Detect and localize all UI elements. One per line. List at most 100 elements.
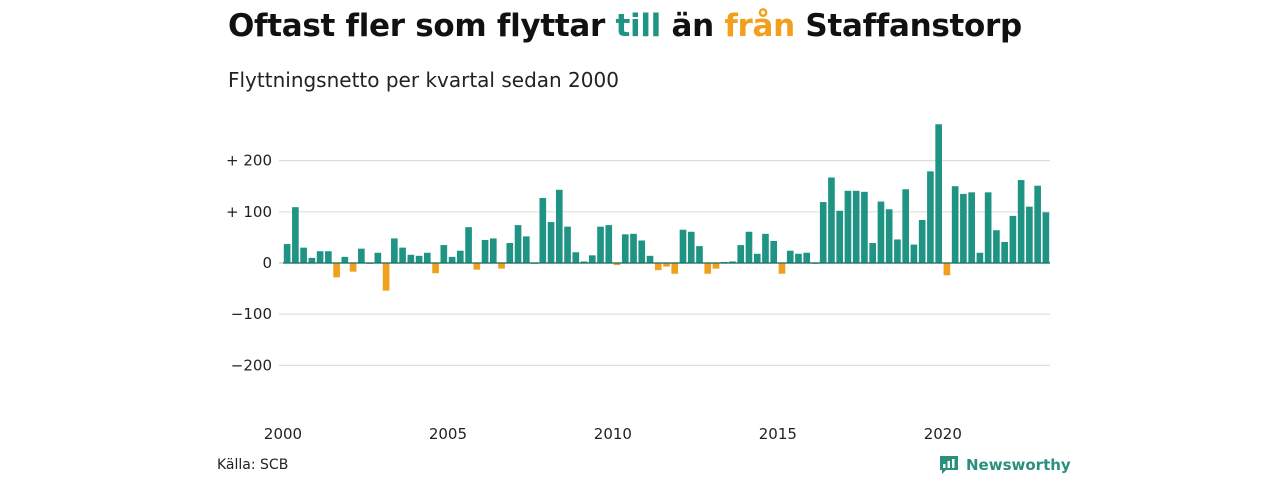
bar	[1034, 185, 1041, 263]
x-tick-label: 2000	[264, 425, 302, 443]
bar-series	[283, 124, 1050, 291]
bar	[993, 230, 1000, 263]
bar	[407, 254, 415, 263]
bar	[943, 263, 951, 276]
bar	[1017, 180, 1025, 263]
bar	[481, 239, 489, 263]
bar	[696, 246, 703, 263]
x-axis-labels: 2000 2005 2010 2015 2020	[264, 425, 962, 443]
bar	[522, 236, 530, 263]
bar	[415, 255, 423, 263]
bar	[885, 209, 893, 263]
bar	[902, 189, 909, 263]
bar	[960, 193, 967, 263]
x-tick-label: 2020	[924, 425, 962, 443]
bar	[778, 263, 786, 274]
y-tick-label: 0	[262, 254, 272, 272]
bar	[547, 222, 555, 263]
brand-logo: Newsworthy	[938, 454, 1071, 476]
chart-subtitle: Flyttningsnetto per kvartal sedan 2000	[228, 68, 619, 92]
bar	[391, 238, 398, 263]
bar	[638, 240, 646, 263]
bar	[861, 191, 868, 263]
bar	[283, 244, 291, 263]
x-tick-label: 2005	[429, 425, 467, 443]
bar	[564, 226, 571, 263]
bar	[762, 233, 769, 263]
bar	[588, 255, 596, 263]
y-tick-label: −200	[231, 356, 272, 374]
bar	[432, 263, 439, 274]
bar	[852, 190, 860, 263]
bar	[671, 263, 679, 274]
title-till: till	[615, 8, 661, 44]
bar	[456, 250, 464, 263]
bar	[621, 234, 629, 263]
bar	[712, 263, 720, 269]
bar	[646, 255, 654, 263]
bar	[795, 253, 802, 263]
y-tick-label: + 100	[226, 203, 272, 221]
bar	[679, 229, 687, 263]
bar	[341, 256, 349, 263]
title-fran: från	[724, 8, 795, 44]
bar	[968, 192, 975, 263]
bar	[910, 244, 918, 263]
bar	[349, 263, 357, 272]
bar	[613, 263, 621, 266]
bar	[803, 252, 811, 263]
bar	[745, 231, 753, 263]
bar	[605, 225, 613, 263]
bar	[737, 245, 745, 263]
x-tick-label: 2015	[759, 425, 797, 443]
bar	[654, 263, 662, 271]
y-axis-labels: + 200 + 100 0 −100 −200	[226, 152, 272, 375]
bar	[869, 243, 877, 263]
bar	[555, 189, 563, 263]
bar	[316, 251, 324, 263]
bar	[580, 261, 588, 263]
bar	[819, 202, 827, 263]
y-tick-label: + 200	[226, 152, 272, 170]
bar	[844, 190, 852, 263]
bar	[597, 226, 604, 263]
bar	[506, 243, 514, 263]
bar	[753, 253, 761, 263]
bar	[687, 231, 695, 263]
bar	[292, 207, 299, 263]
bar	[630, 233, 637, 263]
bar	[382, 263, 390, 291]
bar	[424, 252, 431, 263]
bar	[374, 252, 382, 263]
x-tick-label: 2010	[594, 425, 632, 443]
bar	[1026, 206, 1033, 263]
newsworthy-logo-icon	[940, 456, 958, 474]
bar	[539, 197, 547, 263]
bar	[440, 245, 448, 263]
bar	[333, 263, 340, 278]
bar	[770, 240, 778, 263]
bar	[927, 171, 934, 263]
bar	[1009, 215, 1017, 263]
bar	[786, 250, 794, 263]
bar	[704, 263, 712, 274]
bar	[489, 238, 497, 263]
bar	[828, 177, 835, 263]
bar	[836, 210, 844, 263]
brand-name: Newsworthy	[966, 456, 1071, 474]
bar	[358, 248, 365, 263]
bar	[465, 227, 472, 263]
bar	[729, 261, 736, 263]
bar	[894, 239, 901, 263]
bar	[572, 252, 580, 263]
bar	[877, 201, 885, 263]
bar	[935, 124, 942, 263]
bar	[308, 257, 316, 263]
bar	[663, 263, 670, 267]
bar	[514, 225, 522, 263]
chart-title: Oftast fler som flyttar till än från Sta…	[228, 8, 1022, 44]
bar	[448, 256, 456, 263]
bar	[1042, 212, 1050, 263]
bar	[498, 263, 505, 269]
